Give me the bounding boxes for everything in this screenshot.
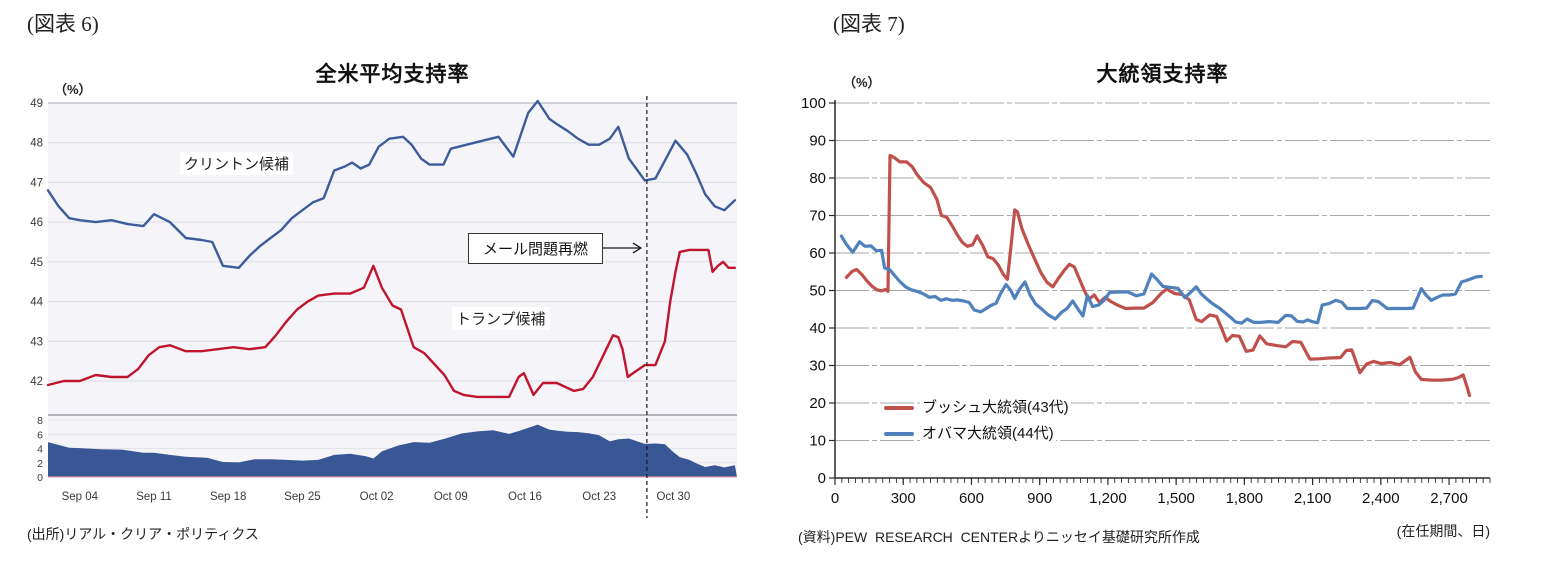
trump-series-label: トランプ候補 <box>452 307 550 330</box>
bush-legend-label: ブッシュ大統領(43代) <box>920 399 1071 417</box>
figure6-label: (図表 6) <box>27 12 99 36</box>
svg-text:Sep 04: Sep 04 <box>62 491 99 503</box>
svg-text:0: 0 <box>831 490 839 507</box>
svg-text:2: 2 <box>37 458 43 470</box>
clinton-series-label: クリントン候補 <box>180 152 294 175</box>
svg-text:49: 49 <box>30 98 43 110</box>
obama-legend-label: オバマ大統領(44代) <box>920 425 1056 443</box>
svg-text:Oct 09: Oct 09 <box>434 491 468 503</box>
svg-text:47: 47 <box>30 177 43 189</box>
svg-text:45: 45 <box>30 257 43 269</box>
svg-text:Sep 18: Sep 18 <box>210 491 246 503</box>
svg-text:1,800: 1,800 <box>1226 490 1264 507</box>
figure7-unit-label: （%） <box>843 75 881 90</box>
annotation-box: メール問題再燃 <box>468 233 603 264</box>
figure7-title: 大統領支持率 <box>1096 63 1229 86</box>
svg-text:Oct 23: Oct 23 <box>582 491 616 503</box>
svg-text:0: 0 <box>37 472 43 484</box>
svg-text:6: 6 <box>37 429 43 441</box>
svg-text:300: 300 <box>891 490 916 507</box>
legend-item-obama: オバマ大統領(44代) <box>884 425 1071 443</box>
svg-text:Sep 11: Sep 11 <box>136 491 172 503</box>
svg-text:10: 10 <box>809 433 826 450</box>
svg-text:0: 0 <box>818 470 826 487</box>
legend: ブッシュ大統領(43代) オバマ大統領(44代) <box>884 399 1071 443</box>
svg-text:Sep 25: Sep 25 <box>284 491 320 503</box>
svg-text:600: 600 <box>959 490 984 507</box>
svg-text:50: 50 <box>809 283 826 300</box>
svg-text:900: 900 <box>1027 490 1052 507</box>
svg-text:1,500: 1,500 <box>1157 490 1195 507</box>
svg-text:Oct 02: Oct 02 <box>360 491 394 503</box>
figure6-title: 全米平均支持率 <box>315 63 470 86</box>
svg-text:46: 46 <box>30 217 43 229</box>
svg-text:42: 42 <box>30 376 43 388</box>
bush-legend-swatch <box>884 405 914 411</box>
svg-text:Oct 30: Oct 30 <box>656 491 690 503</box>
svg-text:30: 30 <box>809 358 826 375</box>
figure7-source: (資料)PEW RESEARCH CENTERよりニッセイ基礎研究所作成 <box>798 529 1200 545</box>
svg-text:43: 43 <box>30 336 43 348</box>
svg-text:1,200: 1,200 <box>1089 490 1127 507</box>
figure7-x-axis-label: (在任期間、日) <box>1396 523 1490 539</box>
svg-text:44: 44 <box>30 297 43 309</box>
annotation-text: メール問題再燃 <box>482 241 588 258</box>
svg-text:70: 70 <box>809 208 826 225</box>
svg-text:20: 20 <box>809 395 826 412</box>
svg-text:60: 60 <box>809 245 826 262</box>
legend-item-bush: ブッシュ大統領(43代) <box>884 399 1071 417</box>
svg-text:4: 4 <box>37 444 43 456</box>
svg-text:90: 90 <box>809 133 826 150</box>
figure6-source: (出所)リアル・クリア・ポリティクス <box>27 526 259 542</box>
figure7-label: (図表 7) <box>833 12 905 36</box>
svg-text:48: 48 <box>30 138 43 150</box>
svg-text:Oct 16: Oct 16 <box>508 491 542 503</box>
svg-text:2,100: 2,100 <box>1294 490 1332 507</box>
svg-text:100: 100 <box>801 95 826 112</box>
svg-text:40: 40 <box>809 320 826 337</box>
svg-text:80: 80 <box>809 170 826 187</box>
svg-text:8: 8 <box>37 415 43 427</box>
svg-text:2,400: 2,400 <box>1362 490 1400 507</box>
svg-text:2,700: 2,700 <box>1430 490 1468 507</box>
figure6-unit-label: （%） <box>54 82 92 97</box>
obama-legend-swatch <box>884 431 914 437</box>
